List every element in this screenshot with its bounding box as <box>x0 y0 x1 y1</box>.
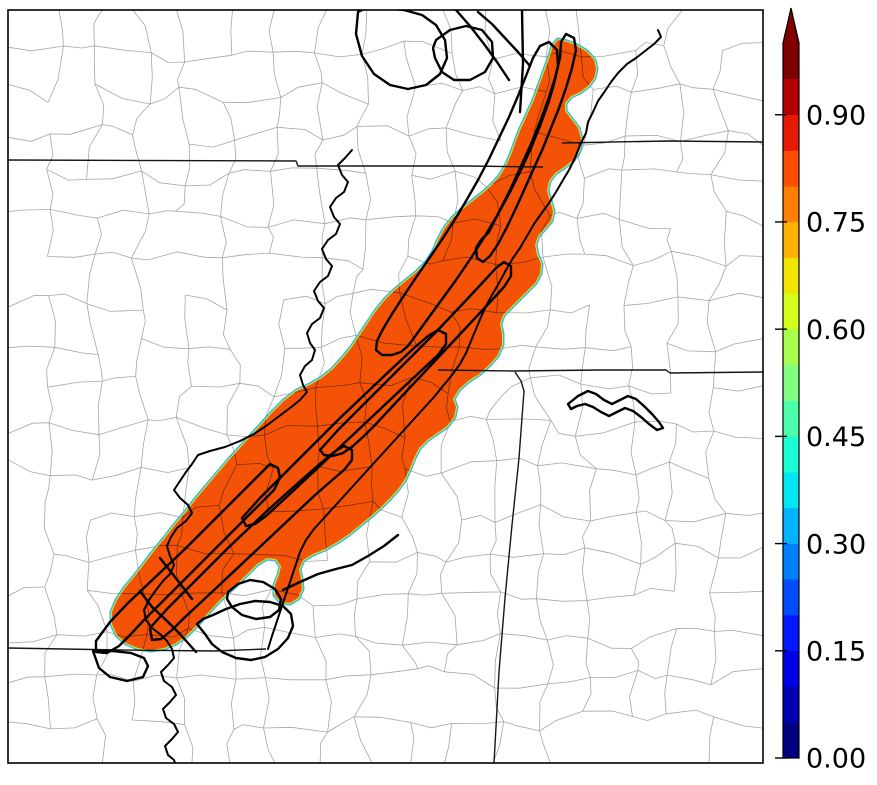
colorbar-tick-label: 0.30 <box>806 529 866 560</box>
colorbar-tick-label: 0.75 <box>806 208 866 239</box>
colorbar-segments <box>783 78 799 759</box>
colorbar-tick-labels: 0.00 0.15 0.30 0.45 0.60 0.75 0.90 <box>806 100 866 774</box>
colorbar-tick-label: 0.45 <box>806 422 866 453</box>
map-frame <box>7 9 764 764</box>
colorbar-tick-label: 0.60 <box>806 315 866 346</box>
colorbar-outline <box>782 7 800 759</box>
colorbar-extend-arrow <box>783 8 799 79</box>
rivers <box>143 29 662 763</box>
colorbar-ticks <box>775 114 787 759</box>
probability-region <box>109 37 599 653</box>
colorbar-tick-label: 0.00 <box>806 744 866 775</box>
storm-outline-paths <box>91 10 665 683</box>
colorbar-tick-label: 0.90 <box>806 100 866 131</box>
colorbar: 0.00 0.15 0.30 0.45 0.60 0.75 0.90 <box>775 7 866 775</box>
state-borders <box>8 140 763 763</box>
map-panel <box>7 9 764 764</box>
colorbar-tick-label: 0.15 <box>806 637 866 668</box>
